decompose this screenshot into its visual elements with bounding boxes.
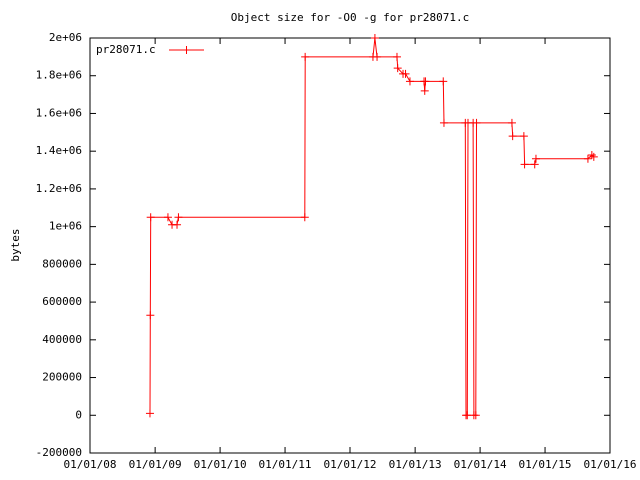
point-marker xyxy=(472,118,481,127)
x-tick-label: 01/01/13 xyxy=(389,458,442,471)
x-tick-label: 01/01/09 xyxy=(129,458,182,471)
y-tick-label: 400000 xyxy=(42,333,82,346)
x-tick-label: 01/01/11 xyxy=(259,458,312,471)
point-marker xyxy=(174,213,183,222)
point-marker xyxy=(370,34,379,42)
point-marker xyxy=(163,213,172,222)
point-marker xyxy=(439,118,448,127)
legend-label: pr28071.c xyxy=(96,43,156,56)
point-marker xyxy=(420,86,429,95)
point-marker xyxy=(439,77,448,86)
point-marker xyxy=(587,150,596,159)
point-marker xyxy=(301,52,310,61)
point-marker xyxy=(373,52,382,61)
point-marker xyxy=(405,77,414,86)
y-tick-label: 1.8e+06 xyxy=(36,69,82,82)
y-tick-label: -200000 xyxy=(36,446,82,459)
point-marker xyxy=(531,154,540,163)
plot-border xyxy=(89,37,611,454)
x-tick-label: 01/01/10 xyxy=(194,458,247,471)
point-marker xyxy=(401,69,410,78)
point-marker xyxy=(145,409,154,418)
point-marker xyxy=(508,132,517,141)
y-tick-label: 1.4e+06 xyxy=(36,144,82,157)
point-marker xyxy=(530,160,539,169)
y-tick-label: 0 xyxy=(75,408,82,421)
x-tick-label: 01/01/14 xyxy=(454,458,507,471)
y-tick-label: 1.6e+06 xyxy=(36,106,82,119)
y-tick-label: 800000 xyxy=(42,257,82,270)
x-tick-label: 01/01/15 xyxy=(519,458,572,471)
x-tick-label: 01/01/12 xyxy=(324,458,377,471)
point-marker xyxy=(583,154,592,163)
point-marker xyxy=(146,311,155,320)
point-marker xyxy=(589,152,598,161)
point-marker xyxy=(173,220,182,229)
point-marker xyxy=(392,52,401,61)
x-tick-label: 01/01/16 xyxy=(584,458,637,471)
point-marker xyxy=(146,213,155,222)
series-line xyxy=(149,37,595,416)
y-tick-label: 1.2e+06 xyxy=(36,182,82,195)
y-tick-label: 2e+06 xyxy=(49,31,82,44)
point-marker xyxy=(421,77,430,86)
x-tick-label: 01/01/08 xyxy=(64,458,117,471)
chart-title: Object size for -O0 -g for pr28071.c xyxy=(231,11,469,24)
point-marker xyxy=(520,160,529,169)
y-axis-label: bytes xyxy=(9,228,22,261)
point-marker xyxy=(519,132,528,141)
legend-marker xyxy=(182,46,191,54)
point-marker xyxy=(393,64,402,73)
point-marker xyxy=(507,118,516,127)
y-tick-label: 1e+06 xyxy=(49,220,82,233)
y-tick-label: 600000 xyxy=(42,295,82,308)
point-marker xyxy=(300,213,309,222)
point-marker xyxy=(471,411,480,420)
y-tick-label: 200000 xyxy=(42,371,82,384)
